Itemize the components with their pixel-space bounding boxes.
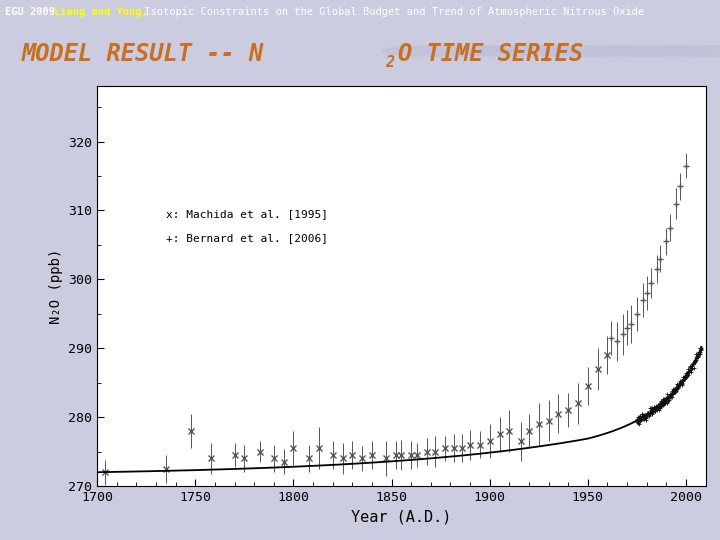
Text: +: Bernard et al. [2006]: +: Bernard et al. [2006] <box>166 233 328 244</box>
Circle shape <box>583 46 713 56</box>
Text: Liang and Yung,: Liang and Yung, <box>54 7 148 17</box>
Text: 2: 2 <box>385 55 395 70</box>
Text: EGU 2009: EGU 2009 <box>5 7 55 17</box>
Circle shape <box>526 46 655 56</box>
Circle shape <box>641 46 720 56</box>
Text: x: Machida et al. [1995]: x: Machida et al. [1995] <box>166 210 328 219</box>
Text: O TIME SERIES: O TIME SERIES <box>398 42 583 66</box>
Circle shape <box>382 46 511 56</box>
Circle shape <box>454 46 583 56</box>
Text: MODEL RESULT -- N: MODEL RESULT -- N <box>22 42 264 66</box>
Y-axis label: N₂O (ppb): N₂O (ppb) <box>49 248 63 324</box>
X-axis label: Year (A.D.): Year (A.D.) <box>351 509 451 524</box>
Text: Isotopic Constraints on the Global Budget and Trend of Atmospheric Nitrous Oxide: Isotopic Constraints on the Global Budge… <box>138 7 644 17</box>
